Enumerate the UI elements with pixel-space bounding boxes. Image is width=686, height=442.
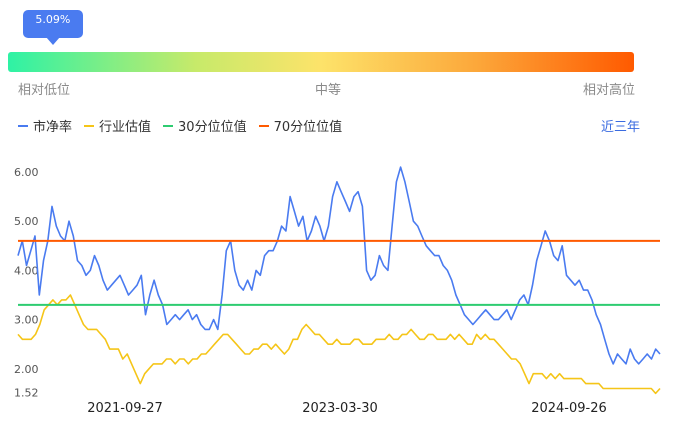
y-tick-label: 4.00 bbox=[14, 264, 39, 277]
legend-swatch-pb bbox=[18, 124, 28, 127]
y-tick-label: 3.00 bbox=[14, 314, 39, 327]
x-tick-label: 2024-09-26 bbox=[531, 401, 607, 416]
gauge-low-label: 相对低位 bbox=[18, 83, 71, 98]
legend-label-pb: 市净率 bbox=[33, 120, 73, 135]
x-tick-label: 2021-09-27 bbox=[87, 401, 163, 416]
plot-area: 6.00 5.00 4.00 3.00 2.00 1.52 2021-09-27 2023-0… bbox=[14, 166, 661, 416]
legend-swatch-p70 bbox=[258, 124, 269, 127]
legend-item-pb[interactable]: 市净率 bbox=[18, 116, 72, 135]
legend-label-industry: 行业估值 bbox=[99, 120, 152, 135]
legend-item-p30[interactable]: 30分位位值 bbox=[163, 116, 247, 135]
legend-swatch-industry bbox=[84, 124, 95, 127]
percentile-marker: 5.09% bbox=[22, 10, 83, 45]
percentile-marker-label: 5.09% bbox=[35, 13, 71, 26]
gauge-high-label: 相对高位 bbox=[583, 83, 636, 98]
legend-item-p70[interactable]: 70分位位值 bbox=[258, 116, 343, 135]
chart-legend: 市净率 行业估值 30分位位值 70分位位值 bbox=[18, 116, 342, 135]
x-tick-label: 2023-03-30 bbox=[302, 401, 378, 416]
series-line-0 bbox=[17, 166, 661, 365]
range-selector-button[interactable]: 近三年 bbox=[600, 120, 640, 135]
y-tick-label: 6.00 bbox=[14, 166, 39, 179]
legend-swatch-p30 bbox=[163, 124, 174, 127]
percentile-gauge-bar bbox=[8, 52, 634, 72]
y-tick-label: 5.00 bbox=[14, 215, 39, 228]
series-line-1 bbox=[17, 294, 661, 395]
y-tick-label: 2.00 bbox=[14, 363, 39, 376]
gauge-mid-label: 中等 bbox=[315, 83, 342, 98]
legend-label-p70: 70分位位值 bbox=[273, 120, 343, 135]
y-tick-label: 1.52 bbox=[14, 386, 39, 399]
legend-label-p30: 30分位位值 bbox=[178, 120, 247, 135]
legend-item-industry[interactable]: 行业估值 bbox=[84, 116, 151, 135]
